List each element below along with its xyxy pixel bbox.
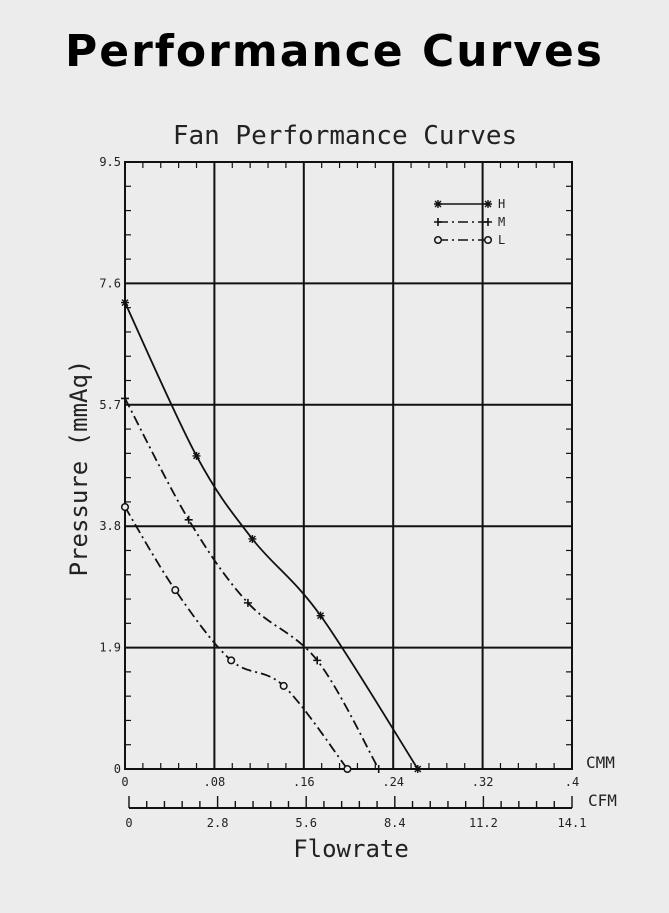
series-l-line [124,506,349,770]
x-tick-label-cfm: 2.8 [207,816,229,830]
x-unit-cmm: CMM [586,753,615,772]
y-tick-label: 1.9 [99,641,121,655]
series-h-point [413,765,422,773]
series-l-point [279,681,288,690]
y-tick-label: 0 [114,762,121,776]
x-tick-label-cmm: .4 [565,775,579,789]
legend-marker-m [434,218,442,226]
legend-marker-l [433,235,443,245]
chart-title: Fan Performance Curves [173,121,517,151]
x-tick-label-cfm: 8.4 [384,816,406,830]
legend-label-h: H [498,197,505,211]
series-m-point [374,765,383,773]
series-h-point [121,298,129,307]
legend-marker-h [434,200,442,208]
x-tick-label-cfm: 14.1 [558,816,587,830]
series-l-point [120,502,130,512]
y-tick-label: 9.5 [99,155,121,169]
series-m-point [313,656,322,665]
legend-label-l: L [498,233,505,247]
y-tick-label: 7.6 [99,276,121,290]
series-l-point [171,586,180,595]
series-l-point [227,656,236,665]
legend-label-m: M [498,215,505,229]
page-title: Performance Curves [65,26,604,77]
legend-marker-m [484,218,492,226]
plot-frame [124,161,573,770]
series-h-point [316,611,325,620]
x-unit-cfm: CFM [588,791,617,810]
series-h-point [192,451,201,460]
y-tick-label: 3.8 [99,519,121,533]
x-tick-label-cfm: 5.6 [295,816,317,830]
legend-marker-l [483,235,493,245]
y-tick-label: 5.7 [99,398,121,412]
series-h-line [124,302,419,770]
series-l-point [343,764,352,774]
series-m-point [243,598,252,607]
series-m-point [184,515,193,524]
series-m-point [121,394,129,403]
x-tick-label-cmm: .32 [472,775,494,789]
x-tick-label-cfm: 0 [125,816,132,830]
x-axis-title: Flowrate [293,835,409,863]
y-axis-title: Pressure (mmAq) [65,360,93,577]
x-tick-label-cmm: 0 [121,775,128,789]
x-tick-label-cfm: 11.2 [469,816,498,830]
x-tick-label-cmm: .08 [204,775,226,789]
legend-marker-h [484,200,492,208]
x-tick-label-cmm: .16 [293,775,315,789]
x-tick-label-cmm: .24 [382,775,404,789]
series-h-point [248,534,257,543]
series-m-line [124,397,380,770]
